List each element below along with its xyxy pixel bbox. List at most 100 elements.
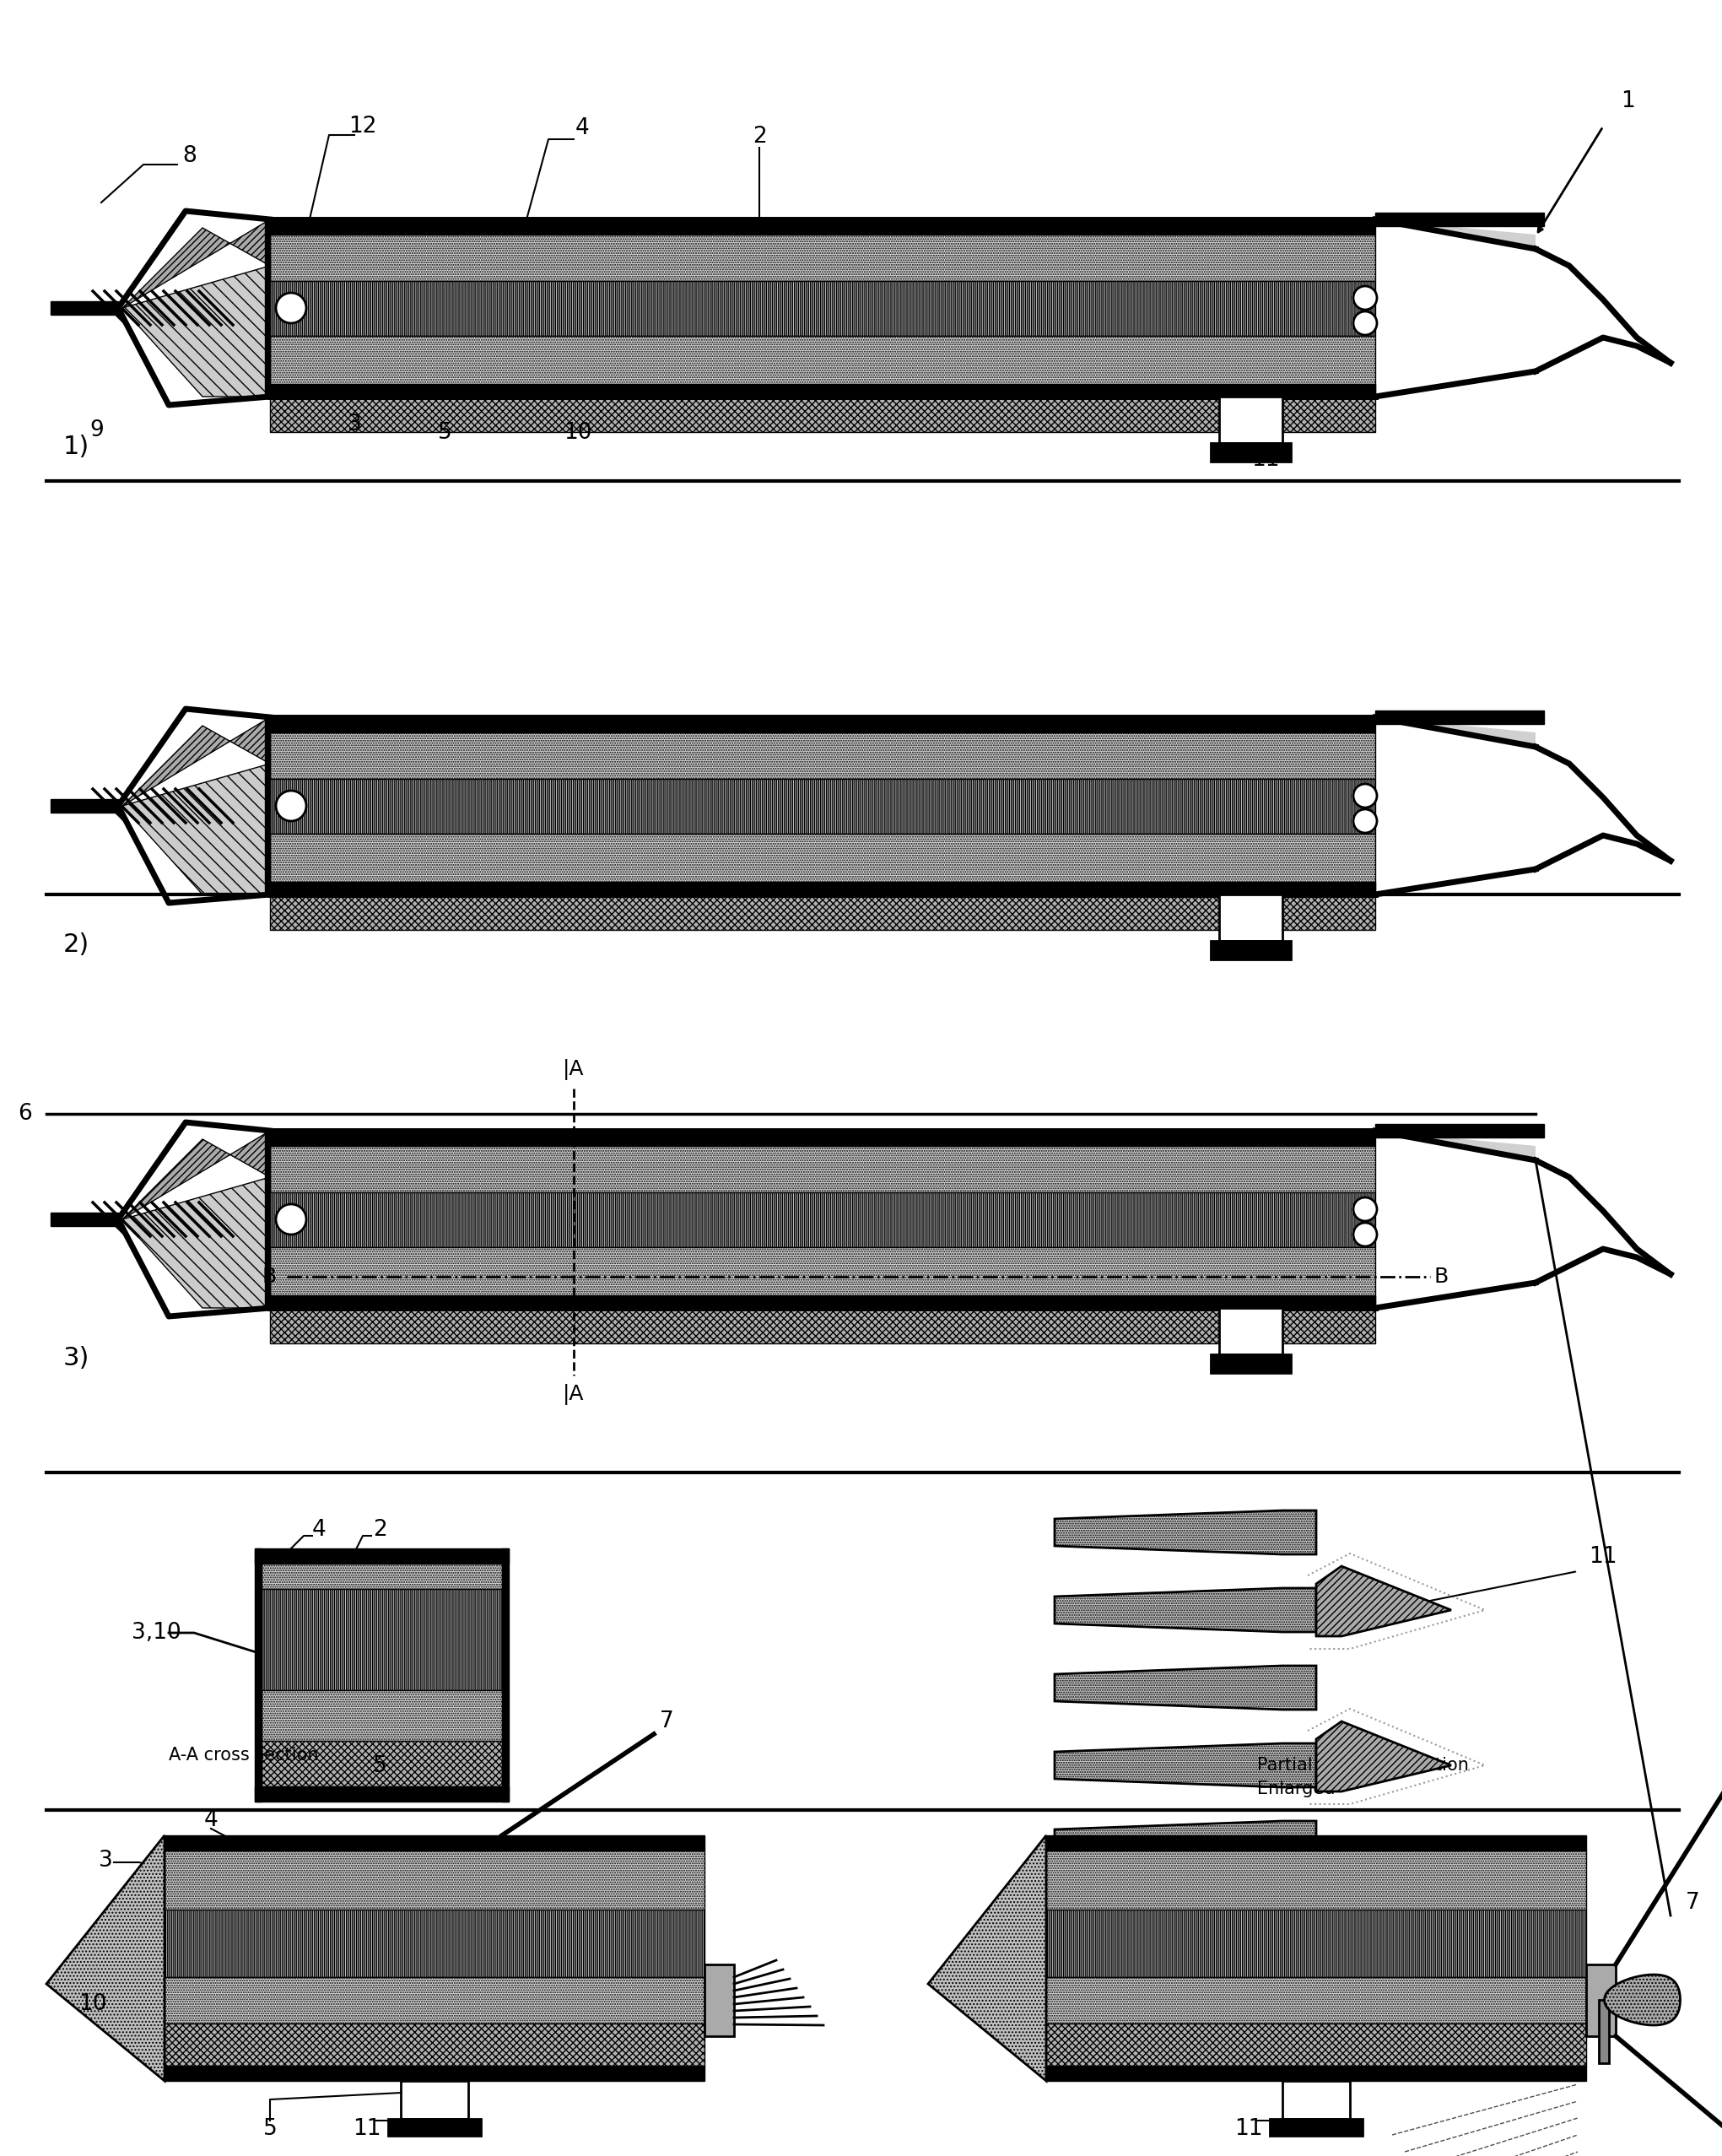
Bar [270,718,1376,733]
Bar [401,2081,468,2119]
Text: 7: 7 [1686,1891,1700,1915]
Bar [1376,711,1545,724]
Bar [1376,213,1545,226]
Text: 11: 11 [353,2117,381,2141]
Bar [265,220,270,397]
Bar [1219,1309,1283,1354]
Bar [270,834,1376,893]
Text: |A: |A [563,1384,584,1406]
Bar [165,1977,704,2024]
Bar [265,718,270,895]
Circle shape [276,293,307,323]
Bar [165,2024,704,2065]
Bar [1211,442,1292,461]
Text: 5: 5 [372,1755,387,1777]
Bar [270,1307,1376,1343]
Polygon shape [1054,1822,1316,1865]
Bar [165,2065,704,2081]
Bar [1047,2024,1586,2065]
Bar [503,1548,508,1802]
Bar [1047,1977,1586,2024]
Bar [262,1589,503,1690]
Bar [1047,1910,1586,1977]
Text: 12: 12 [348,116,377,138]
Bar [1047,1850,1586,1910]
Bar [270,336,1376,395]
Bar [270,220,1376,235]
Bar [50,800,119,813]
Bar [270,1246,1376,1307]
Polygon shape [1316,1565,1452,1636]
Polygon shape [1054,1511,1316,1554]
Polygon shape [1054,1667,1316,1710]
Bar [262,1563,503,1589]
Polygon shape [1376,1130,1536,1160]
Text: 1: 1 [1622,91,1636,112]
Text: 5: 5 [263,2117,277,2141]
Text: 8: 8 [183,144,196,166]
Polygon shape [928,1835,1047,2081]
Bar [387,2119,480,2137]
Bar [270,882,1376,895]
Text: 4: 4 [203,1809,219,1830]
Bar [704,1964,734,2035]
Circle shape [1353,287,1378,310]
Polygon shape [122,265,270,397]
Bar [270,1192,1376,1246]
Bar [270,893,1376,929]
Polygon shape [1605,1975,1681,2024]
Polygon shape [122,220,270,308]
Bar [1598,2001,1608,2063]
Bar [255,1548,262,1802]
Bar [270,395,1376,431]
Polygon shape [1054,1744,1316,1787]
Text: 6: 6 [17,1104,33,1125]
Polygon shape [1376,718,1536,746]
Bar [1047,1835,1586,1850]
Polygon shape [1376,220,1536,248]
Bar [165,1835,704,1850]
Text: 5: 5 [437,423,451,444]
Text: 10: 10 [79,1992,107,2016]
Circle shape [1353,1197,1378,1220]
Polygon shape [122,1177,270,1309]
Circle shape [1353,808,1378,832]
Text: 11: 11 [1252,448,1279,470]
Bar [1047,2065,1586,2081]
Bar [270,1130,1376,1147]
Text: B: B [262,1266,277,1287]
Bar [270,1147,1376,1192]
Text: 2): 2) [64,934,90,957]
Bar [270,280,1376,336]
Bar [1283,2081,1350,2119]
Bar [1211,940,1292,959]
Polygon shape [122,1130,270,1220]
Text: 3: 3 [348,414,362,436]
Text: 2: 2 [372,1520,387,1542]
Text: Enlarged: Enlarged [1257,1781,1335,1798]
Polygon shape [1316,1720,1452,1792]
Bar [1219,397,1283,442]
Bar [262,1740,503,1787]
Text: 7: 7 [660,1710,673,1733]
Text: 11: 11 [1589,1546,1617,1567]
Bar [270,1296,1376,1309]
Circle shape [1353,310,1378,334]
Text: A-A cross section: A-A cross section [169,1746,319,1764]
Bar [255,1548,508,1563]
Circle shape [1353,785,1378,808]
Polygon shape [122,718,270,806]
Polygon shape [1054,1589,1316,1632]
Circle shape [1353,1222,1378,1246]
Bar [1219,895,1283,940]
Text: 3,10: 3,10 [131,1621,181,1643]
Bar [165,1910,704,1977]
Bar [165,1850,704,1910]
Bar [1211,1354,1292,1373]
Bar [50,1212,119,1227]
Text: B: B [1434,1266,1448,1287]
Bar [262,1690,503,1740]
Text: 10: 10 [563,423,592,444]
Text: 1): 1) [64,436,90,459]
Text: 3: 3 [98,1850,112,1871]
